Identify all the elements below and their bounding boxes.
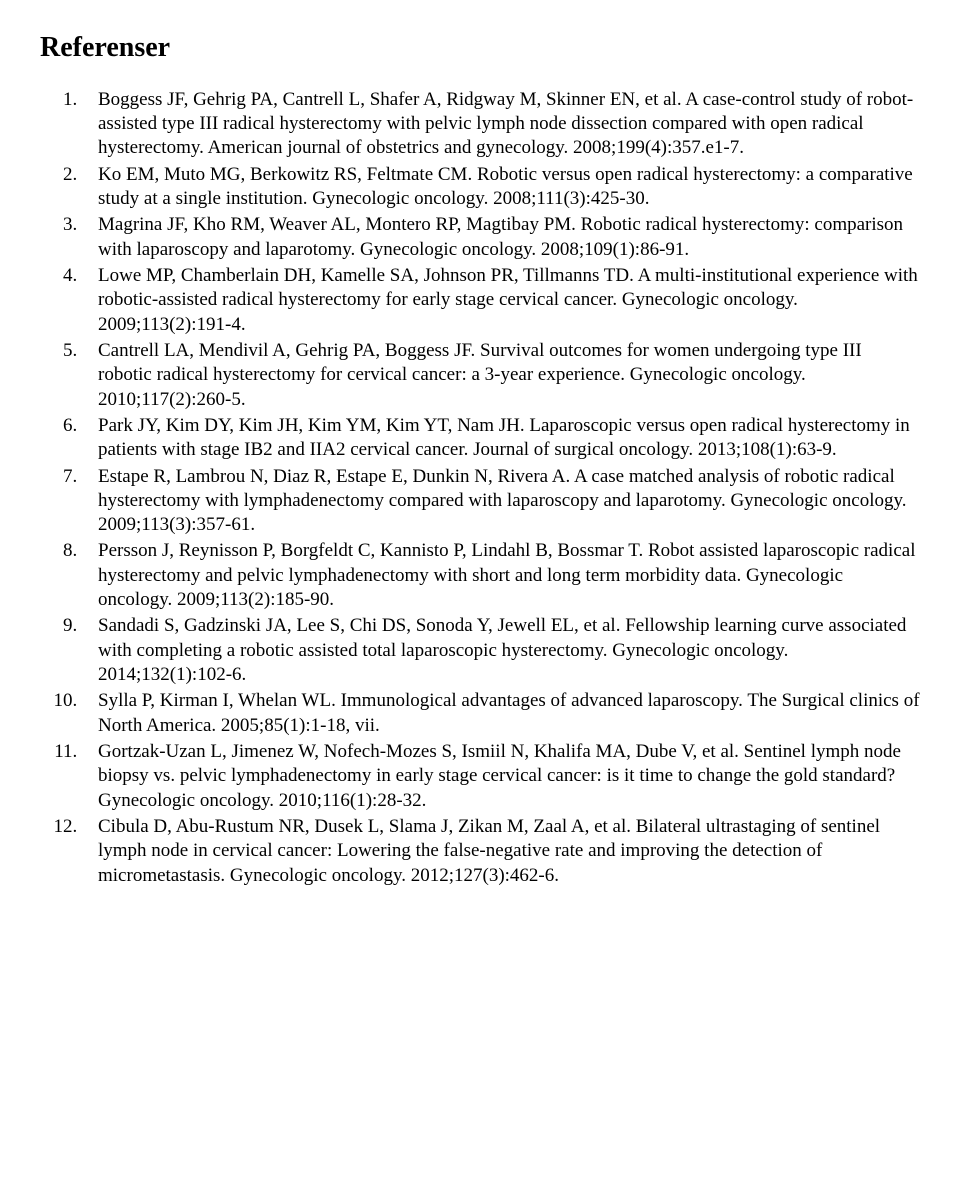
page-title: Referenser — [40, 30, 920, 66]
reference-list: Boggess JF, Gehrig PA, Cantrell L, Shafe… — [40, 88, 920, 888]
reference-item: Cantrell LA, Mendivil A, Gehrig PA, Bogg… — [82, 339, 920, 412]
reference-item: Lowe MP, Chamberlain DH, Kamelle SA, Joh… — [82, 264, 920, 337]
reference-item: Estape R, Lambrou N, Diaz R, Estape E, D… — [82, 465, 920, 538]
reference-item: Magrina JF, Kho RM, Weaver AL, Montero R… — [82, 213, 920, 262]
reference-item: Cibula D, Abu-Rustum NR, Dusek L, Slama … — [82, 815, 920, 888]
reference-item: Gortzak-Uzan L, Jimenez W, Nofech-Mozes … — [82, 740, 920, 813]
reference-item: Ko EM, Muto MG, Berkowitz RS, Feltmate C… — [82, 163, 920, 212]
reference-item: Boggess JF, Gehrig PA, Cantrell L, Shafe… — [82, 88, 920, 161]
reference-item: Persson J, Reynisson P, Borgfeldt C, Kan… — [82, 539, 920, 612]
reference-item: Sandadi S, Gadzinski JA, Lee S, Chi DS, … — [82, 614, 920, 687]
reference-item: Park JY, Kim DY, Kim JH, Kim YM, Kim YT,… — [82, 414, 920, 463]
reference-item: Sylla P, Kirman I, Whelan WL. Immunologi… — [82, 689, 920, 738]
